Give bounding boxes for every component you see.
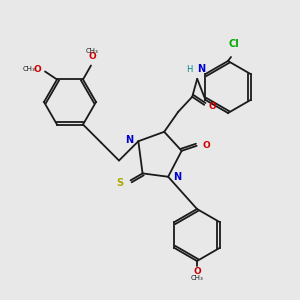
- Text: O: O: [208, 102, 216, 111]
- Text: N: N: [173, 172, 181, 182]
- Text: CH₃: CH₃: [85, 49, 98, 55]
- Text: N: N: [197, 64, 205, 74]
- Text: N: N: [125, 135, 133, 145]
- Text: O: O: [202, 141, 210, 150]
- Text: Cl: Cl: [229, 39, 239, 49]
- Text: O: O: [193, 267, 201, 276]
- Text: H: H: [186, 65, 192, 74]
- Text: O: O: [88, 52, 96, 62]
- Text: S: S: [116, 178, 124, 188]
- Text: CH₃: CH₃: [190, 275, 203, 281]
- Text: O: O: [33, 65, 41, 74]
- Text: CH₃: CH₃: [22, 67, 35, 73]
